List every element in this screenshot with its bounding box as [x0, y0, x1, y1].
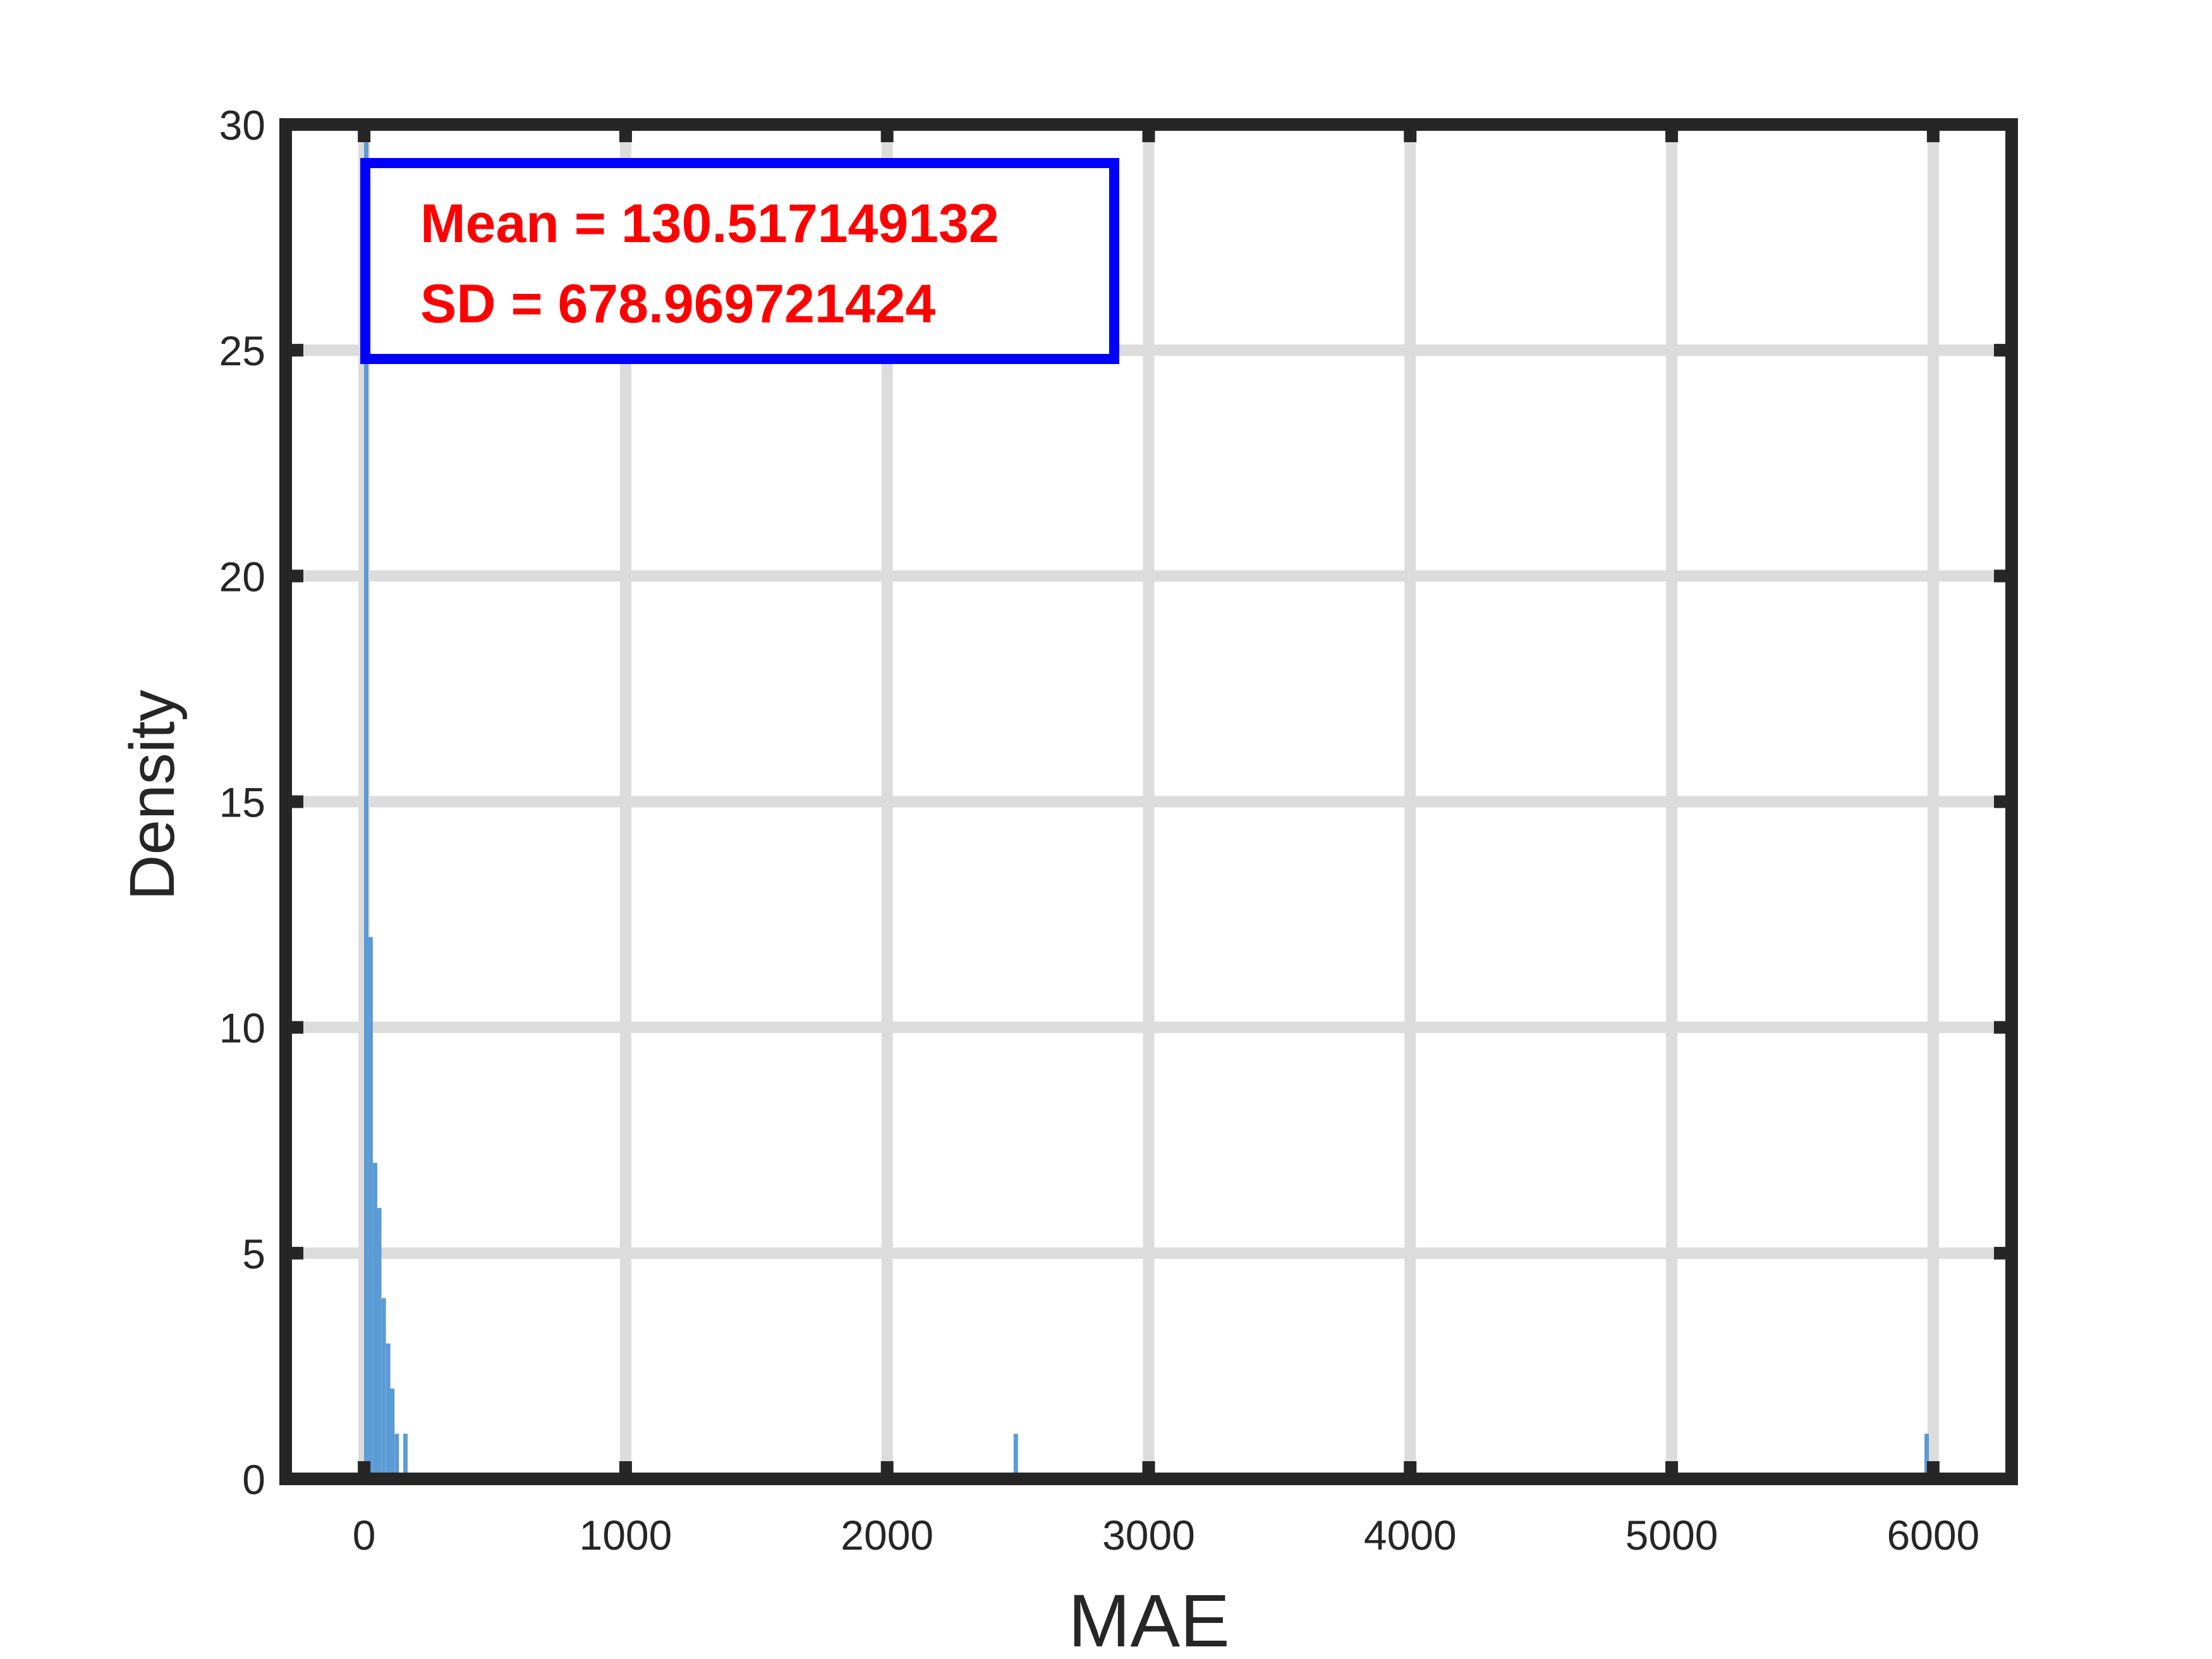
histogram-bar: [390, 1389, 395, 1479]
x-tick-label: 4000: [1364, 1512, 1457, 1559]
histogram-bar: [377, 1208, 382, 1479]
y-tick-labels: 0 5 10 15 20 25 30: [219, 102, 265, 1503]
histogram-bar: [373, 1162, 377, 1479]
histogram-bar: [394, 1433, 399, 1479]
histogram-bar: [1013, 1433, 1018, 1479]
histogram-bar: [381, 1298, 386, 1479]
stats-annotation: Mean = 130.517149132 SD = 678.969721424: [360, 158, 1119, 364]
x-tick-labels: 0 1000 2000 3000 4000 5000 6000: [353, 1512, 1980, 1559]
y-tick-label: 25: [219, 327, 265, 374]
y-tick-label: 30: [219, 102, 265, 149]
histogram-bar: [386, 1343, 391, 1479]
x-tick-label: 2000: [841, 1512, 933, 1559]
histogram-bar: [363, 125, 368, 1479]
annotation-sd: SD = 678.969721424: [420, 274, 935, 334]
x-axis-label: MAE: [1068, 1579, 1230, 1659]
annotation-box: [360, 158, 1119, 364]
x-tick-label: 3000: [1102, 1512, 1195, 1559]
histogram-bar: [1924, 1433, 1929, 1479]
y-tick-label: 5: [242, 1231, 265, 1277]
y-tick-label: 0: [242, 1456, 265, 1503]
annotation-mean: Mean = 130.517149132: [420, 193, 999, 254]
x-tick-label: 1000: [580, 1512, 672, 1559]
histogram-bar: [403, 1433, 408, 1479]
y-axis-label: Density: [117, 690, 188, 900]
x-tick-label: 6000: [1887, 1512, 1979, 1559]
x-tick-label: 0: [353, 1512, 376, 1559]
histogram-bars: [363, 125, 1929, 1479]
x-tick-label: 5000: [1626, 1512, 1718, 1559]
tick-marks: [286, 118, 2012, 1485]
y-tick-label: 10: [219, 1005, 265, 1052]
y-tick-label: 20: [219, 553, 265, 600]
y-tick-label: 15: [219, 779, 265, 826]
histogram-bar: [368, 937, 373, 1479]
